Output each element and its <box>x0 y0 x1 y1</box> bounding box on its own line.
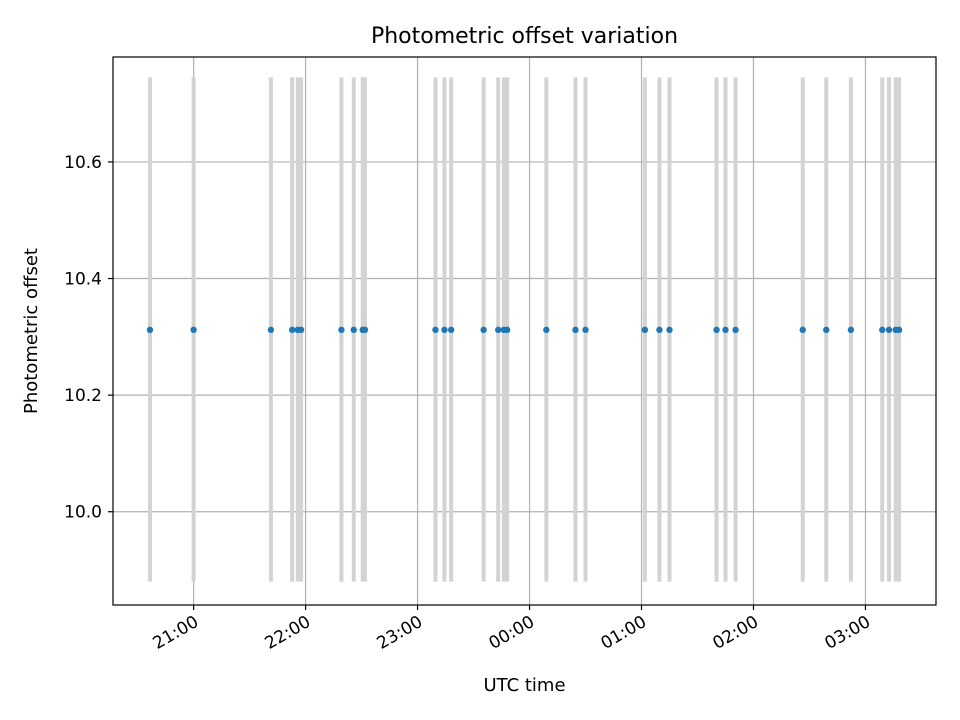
data-point <box>799 326 806 334</box>
data-point <box>879 326 886 334</box>
point-layer <box>146 326 903 334</box>
data-point <box>572 326 579 334</box>
data-point <box>432 326 439 334</box>
y-tick-label: 10.4 <box>64 270 102 290</box>
data-point <box>297 326 305 334</box>
data-point <box>190 326 197 334</box>
data-point <box>543 326 550 334</box>
data-point <box>885 326 893 334</box>
y-tick-label: 10.6 <box>64 153 102 173</box>
y-tick-label: 10.0 <box>64 503 102 523</box>
data-point <box>480 326 487 334</box>
data-point <box>447 326 455 334</box>
chart-title: Photometric offset variation <box>371 24 678 49</box>
data-point <box>441 326 448 334</box>
grid-layer <box>113 57 936 605</box>
y-tick-label: 10.2 <box>64 386 102 406</box>
data-point <box>267 326 275 334</box>
data-point <box>732 326 739 334</box>
data-point <box>503 326 511 334</box>
data-point <box>582 326 589 334</box>
tick-layer: 21:00 22:00 23:00 00:00 01:00 02:00 03:00 10.0 1… <box>64 153 874 654</box>
data-point <box>895 326 903 334</box>
data-point <box>288 326 296 334</box>
x-axis-label: UTC time <box>483 675 565 696</box>
y-axis-label: Photometric offset <box>21 248 42 414</box>
data-point <box>146 326 154 334</box>
data-point <box>350 326 357 334</box>
x-tick-label: 00:00 <box>486 612 538 654</box>
data-point <box>713 326 720 334</box>
data-point <box>494 326 502 334</box>
data-point <box>361 326 369 334</box>
data-point <box>666 326 673 334</box>
data-point <box>641 326 649 334</box>
x-tick-label: 03:00 <box>822 612 874 654</box>
data-point <box>656 326 663 334</box>
x-tick-label: 01:00 <box>598 612 650 654</box>
x-tick-label: 21:00 <box>150 612 202 654</box>
vline-layer <box>147 77 902 582</box>
data-point <box>823 326 830 334</box>
data-point <box>338 326 345 334</box>
x-tick-label: 23:00 <box>374 612 426 654</box>
x-tick-label: 22:00 <box>262 612 314 654</box>
data-point <box>847 326 855 334</box>
x-tick-label: 02:00 <box>710 612 762 654</box>
plot-frame <box>112 56 937 606</box>
data-point <box>722 326 729 334</box>
